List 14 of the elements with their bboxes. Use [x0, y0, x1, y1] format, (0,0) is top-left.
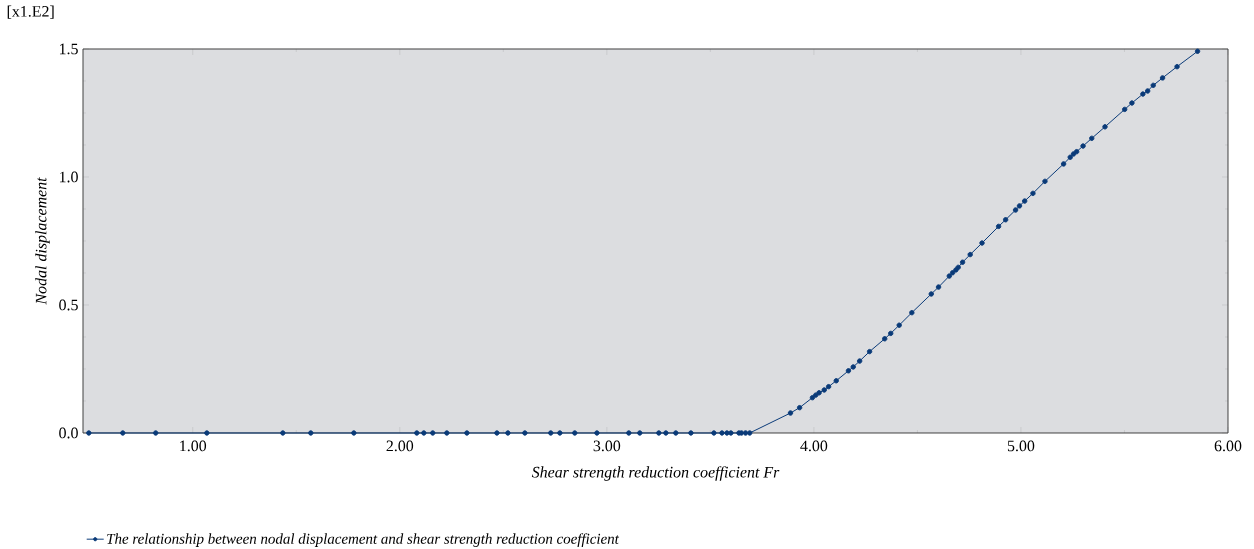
x-tick-label: 6.00 — [1214, 440, 1242, 452]
x-tick-label: 1.00 — [180, 440, 207, 452]
x-tick-label: 3.00 — [593, 440, 621, 452]
y-tick-label: 0.5 — [59, 299, 78, 311]
x-tick-label: 5.00 — [1007, 440, 1035, 452]
text: [x1.E2] — [7, 5, 54, 19]
x-tick-label: 2.00 — [386, 440, 414, 452]
x-axis-title: Shear strength reduction coefficient Fr — [531, 466, 780, 481]
legend-label: The relationship between nodal displacement and shear strength reduction coefficient — [107, 533, 620, 547]
y-axis-title: Nodal displacement — [35, 177, 50, 305]
y-tick-label: 1.0 — [59, 171, 78, 183]
y-tick-label: 0.0 — [59, 427, 78, 439]
y-tick-label: 1.5 — [59, 43, 78, 55]
x-tick-label: 4.00 — [800, 440, 828, 452]
